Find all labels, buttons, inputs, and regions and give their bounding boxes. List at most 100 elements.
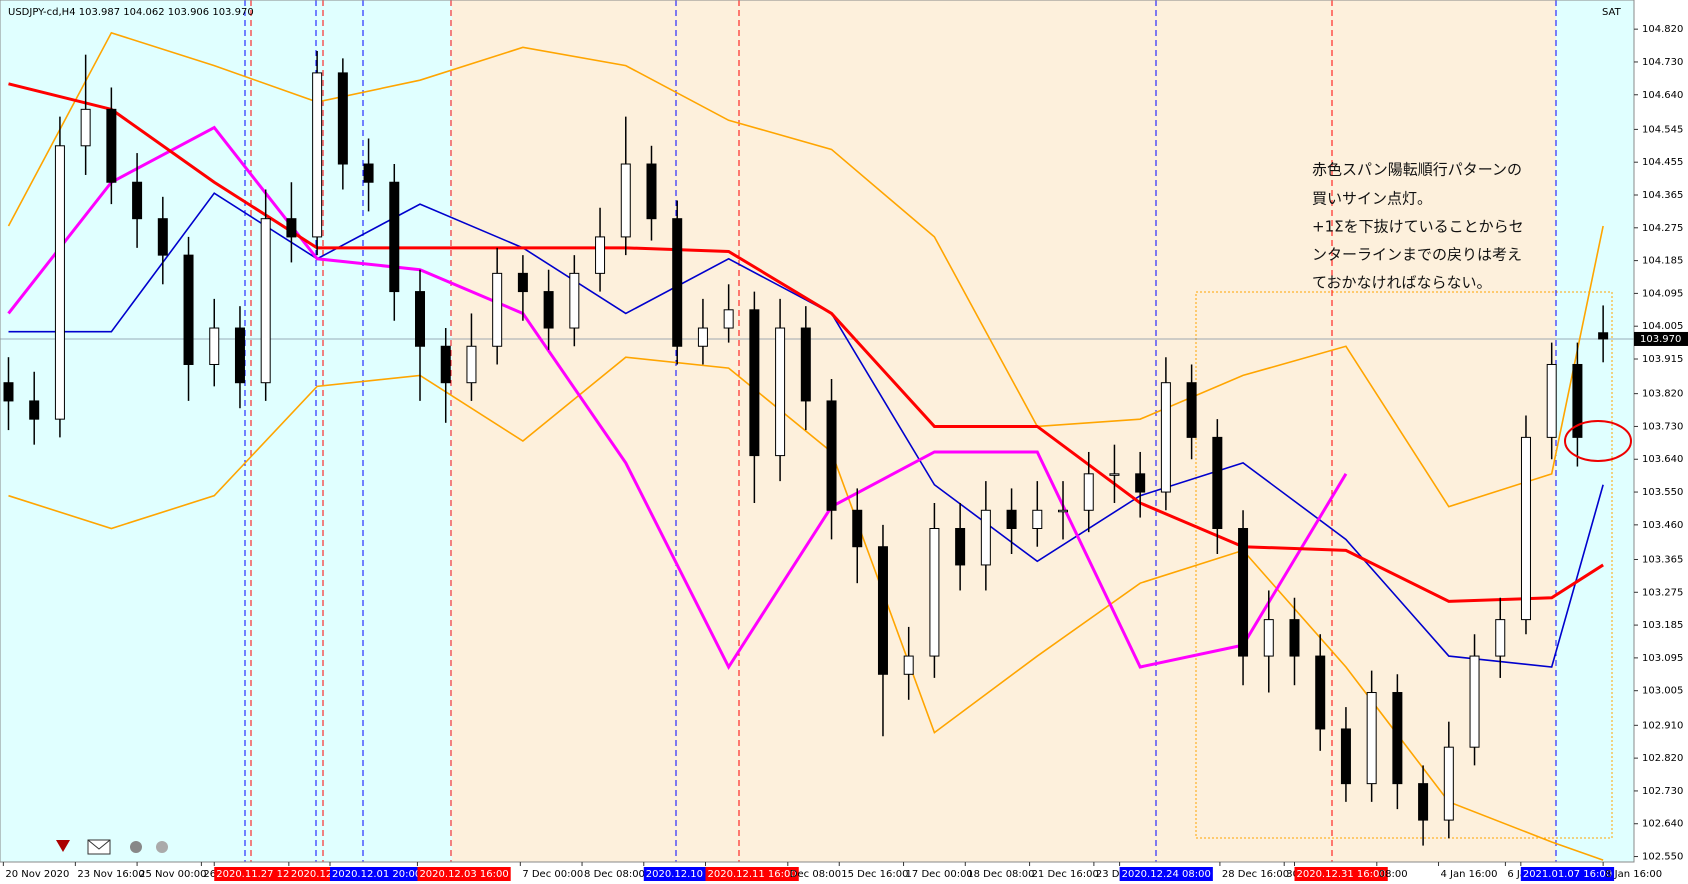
y-tick-label: 102.730 [1642, 786, 1683, 797]
candle-body [286, 218, 297, 238]
annotation-line: 買いサイン点灯。 [1312, 190, 1432, 208]
x-tick-label: 2020.12 [291, 869, 332, 880]
candle-body [826, 400, 837, 511]
candle-body [1418, 783, 1429, 821]
x-tick-highlight [1520, 867, 1615, 881]
candle-body [466, 345, 477, 384]
annotation-line: ンターラインまでの戻りは考え [1312, 246, 1522, 264]
highlight-ellipse [1564, 420, 1632, 462]
y-tick-label: 103.005 [1642, 686, 1683, 697]
x-tick-label: 4 Jan 16:00 [1441, 869, 1498, 880]
candle-body [1186, 382, 1197, 438]
x-tick-label: 18 Dec 08:00 [967, 869, 1034, 880]
annotation-line: +1Σを下抜けていることからセ [1312, 218, 1524, 236]
mail-icon[interactable] [87, 839, 111, 855]
x-tick-highlight [643, 867, 721, 881]
candle-body [672, 218, 683, 347]
mail-flap [87, 839, 111, 850]
y-tick-label: 104.185 [1642, 256, 1683, 267]
x-tick-label: 8 Jan 16:00 [1605, 869, 1662, 880]
chat-icon[interactable] [156, 841, 168, 853]
candle-body [1572, 363, 1583, 438]
header: USDJPY-cd,H4 103.987 104.062 103.906 103… [8, 7, 254, 18]
y-tick-label: 103.820 [1642, 389, 1683, 400]
y-tick-label: 104.275 [1642, 223, 1683, 234]
candle-body [1289, 619, 1300, 657]
candle-body [569, 272, 580, 329]
candle-body [1340, 728, 1351, 785]
y-tick-label: 104.005 [1642, 321, 1683, 332]
x-tick-label: Dec 08:00 [790, 869, 841, 880]
indicator-line [8, 82, 1604, 603]
y-tick-label: 104.640 [1642, 90, 1683, 101]
x-tick-label: 15 Dec 16:00 [841, 869, 908, 880]
y-tick-label: 103.460 [1642, 520, 1683, 531]
y-tick-label: 103.915 [1642, 354, 1683, 365]
candle-body [234, 327, 245, 384]
candle-body [595, 236, 606, 274]
candle-body [1160, 382, 1171, 493]
indicator-line [7, 31, 1604, 508]
y-tick-label: 104.730 [1642, 57, 1683, 68]
y-tick-label: 104.545 [1642, 124, 1683, 135]
x-tick-label: 23 D [1096, 869, 1120, 880]
candle-body [1315, 655, 1326, 730]
y-tick-label: 103.640 [1642, 454, 1683, 465]
candle-body [1443, 746, 1454, 821]
candle-body [415, 291, 426, 347]
y-tick-label: 102.640 [1642, 819, 1683, 830]
candle-body [209, 327, 220, 365]
y-tick-label: 103.365 [1642, 554, 1683, 565]
indicator-line [7, 125, 1348, 671]
x-tick-label: 23 Nov 16:00 [77, 869, 144, 880]
candle-body [1263, 619, 1274, 657]
arrow-icon[interactable] [56, 840, 70, 852]
candle-body [440, 345, 451, 384]
x-tick-label: 17 Dec 00:00 [906, 869, 973, 880]
x-tick-label: 25 Nov 00:00 [139, 869, 206, 880]
x-tick-highlight [1294, 867, 1388, 881]
candle-body [1212, 436, 1223, 529]
y-tick-label: 102.910 [1642, 720, 1683, 731]
y-tick-label: 103.185 [1642, 620, 1683, 631]
candle-body [697, 327, 708, 347]
candle-body [260, 218, 271, 384]
x-tick-label: 30 [1286, 869, 1299, 880]
y-tick-label: 104.820 [1642, 24, 1683, 35]
y-tick-label: 103.550 [1642, 487, 1683, 498]
candle-body [646, 163, 657, 220]
annotation-line: ておかなければならない。 [1312, 274, 1492, 292]
y-tick-label: 102.820 [1642, 753, 1683, 764]
x-tick-label: 2020.12.24 08:00 [1122, 869, 1211, 880]
candle-body [1135, 473, 1146, 493]
candle-body [3, 382, 14, 402]
session-shade [1556, 0, 1634, 862]
candle-body [1469, 655, 1480, 748]
candle-body [749, 309, 760, 457]
x-tick-label: 2020.12.10 08 [646, 869, 719, 880]
candle-body [29, 400, 40, 420]
candle-body [929, 527, 940, 657]
candle-body [337, 72, 348, 165]
zone-box [1195, 291, 1613, 839]
candle-body [1520, 436, 1531, 621]
candle-body [877, 546, 888, 675]
x-tick-label: 7 Dec 00:00 [522, 869, 583, 880]
candle-body [1032, 509, 1043, 529]
candle-body [620, 163, 631, 238]
candle-body [1392, 692, 1403, 785]
price-label: 103.970 [1640, 334, 1681, 345]
candle-body [54, 145, 65, 420]
y-tick-label: 103.730 [1642, 421, 1683, 432]
candle-body [183, 254, 194, 365]
candle-body [775, 327, 786, 457]
session-shade [0, 0, 452, 862]
alert-icon[interactable] [130, 841, 142, 853]
annotation: 赤色スパン陽転順行パターンの 買いサイン点灯。 +1Σを下抜けていることからセ … [1312, 161, 1524, 292]
candle-body [980, 509, 991, 566]
x-tick-label: 2021.01.07 16:00 [1523, 869, 1612, 880]
x-tick-highlight [214, 867, 292, 881]
y-tick-label: 104.455 [1642, 157, 1683, 168]
candle-body [800, 327, 811, 402]
